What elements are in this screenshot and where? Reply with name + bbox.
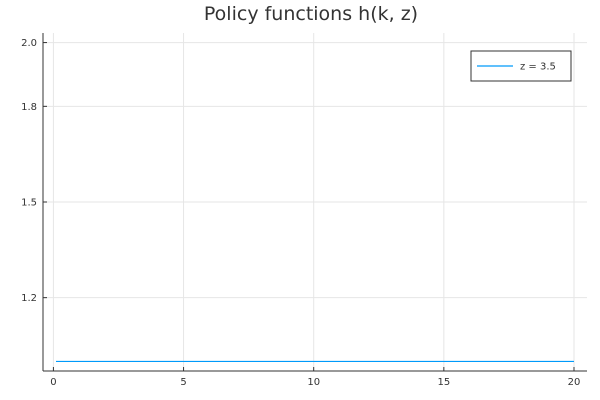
x-tick-label: 10 [307,377,320,388]
x-tick-label: 0 [50,377,56,388]
axes [42,33,587,372]
legend-label: z = 3.5 [520,62,556,73]
y-tick-label: 1.5 [21,198,37,209]
y-tick-label: 2.0 [21,38,37,49]
legend: z = 3.5 [470,50,572,82]
y-tick-label: 1.2 [21,293,37,304]
x-tick-label: 15 [437,377,450,388]
grid [43,33,587,371]
chart-title: Policy functions h(k, z) [204,3,418,25]
y-tick-label: 1.8 [21,102,37,113]
x-tick-label: 5 [180,377,186,388]
x-tick-label: 20 [568,377,581,388]
tick-labels: 0 5 10 15 20 1.2 1.5 1.8 2.0 [21,38,580,388]
